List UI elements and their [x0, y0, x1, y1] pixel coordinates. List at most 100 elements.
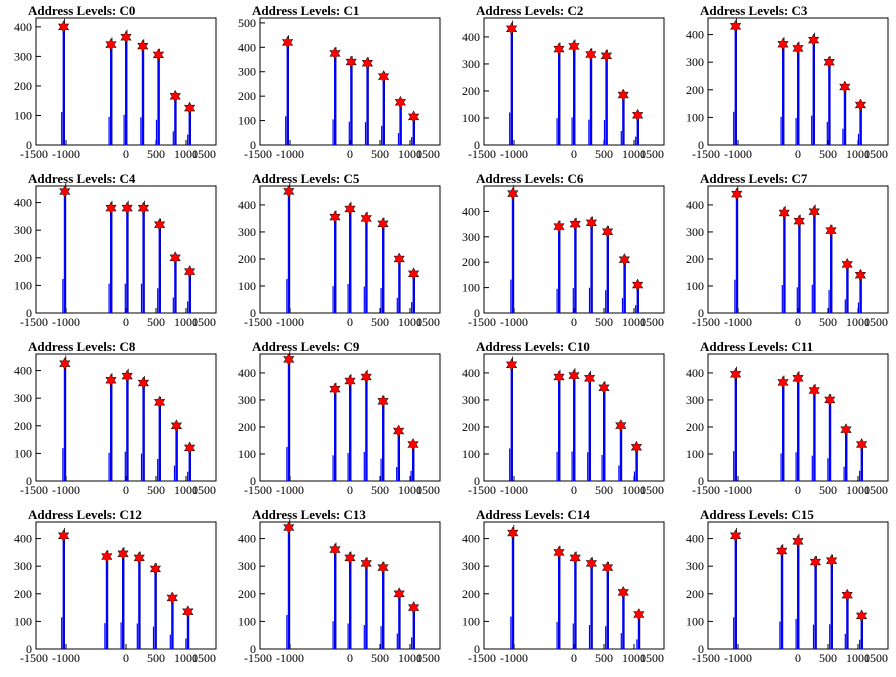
histogram-bar — [588, 381, 591, 481]
y-tick-label: 0 — [474, 642, 480, 656]
x-tick-label: 500 — [147, 483, 165, 497]
histogram-bar-minor — [605, 290, 607, 313]
histogram-bar-minor — [396, 297, 398, 313]
peak-marker — [825, 554, 838, 568]
x-tick-label: -1000 — [500, 315, 528, 329]
histogram-bar-minor — [348, 121, 350, 145]
histogram-bar-minor — [859, 470, 861, 481]
y-tick-label: 0 — [250, 306, 256, 320]
peak-marker — [792, 371, 804, 385]
x-tick-label: 0 — [347, 315, 353, 329]
x-tick-label: 1000 — [174, 483, 198, 497]
peak-marker — [840, 423, 852, 437]
peak-marker — [329, 543, 341, 557]
histogram-bar-minor — [61, 617, 63, 649]
y-tick-label: 400 — [686, 532, 704, 546]
peak-marker — [823, 55, 835, 69]
histogram-bar-minor — [859, 639, 861, 649]
y-tick-label: 100 — [238, 279, 256, 293]
peak-marker — [585, 556, 598, 570]
peak-marker — [183, 441, 196, 455]
peak-marker — [344, 551, 356, 565]
panel-c0: Address Levels: C0 0 100 200 300 400 -1500 -100… — [14, 3, 217, 161]
histogram-bar-minor — [140, 453, 143, 481]
x-tick-label: 500 — [147, 147, 165, 161]
y-tick-label: 400 — [462, 366, 480, 380]
peak-marker — [601, 561, 614, 575]
peak-marker — [631, 278, 644, 292]
y-tick-label: 300 — [14, 223, 32, 237]
panel-c14: Address Levels: C14 0 100 200 300 400 -1500 -10… — [462, 507, 665, 665]
x-tick-label: 0 — [347, 483, 353, 497]
peak-marker — [149, 562, 162, 576]
histogram-bar-minor — [172, 131, 174, 145]
peak-marker — [568, 39, 580, 53]
peak-marker — [170, 419, 183, 433]
histogram-bar — [558, 380, 561, 481]
y-tick-label: 200 — [462, 84, 480, 98]
histogram-bar-minor — [347, 623, 349, 649]
x-tick-label: 0 — [795, 651, 801, 665]
histogram-bar-minor — [187, 301, 189, 313]
histogram-bar — [366, 65, 369, 145]
histogram-bar — [126, 379, 129, 481]
histogram-bar — [365, 380, 368, 481]
histogram-bar-minor — [397, 133, 400, 145]
histogram-bar-minor — [556, 621, 558, 649]
x-tick-label: 1500 — [416, 315, 440, 329]
x-tick-label: 1500 — [416, 483, 440, 497]
y-tick-label: 200 — [462, 420, 480, 434]
x-tick-label: 1500 — [192, 147, 216, 161]
peak-marker — [360, 211, 372, 225]
histogram-bar — [812, 43, 815, 146]
histogram-bar — [573, 378, 576, 481]
histogram-bar — [797, 51, 800, 145]
x-tick-label: -1000 — [276, 147, 304, 161]
peak-marker — [101, 549, 113, 564]
y-tick-label: 200 — [686, 252, 704, 266]
y-tick-label: 300 — [14, 49, 32, 63]
x-tick-label: 0 — [123, 483, 129, 497]
x-tick-label: 0 — [571, 651, 577, 665]
histogram-bar — [859, 276, 862, 313]
x-tick-label: 1500 — [192, 651, 216, 665]
histogram-bar-minor — [795, 618, 797, 649]
histogram-bar-minor — [380, 626, 382, 649]
histogram-bar-minor — [572, 288, 574, 313]
y-tick-label: 300 — [14, 559, 32, 573]
histogram-bar-minor — [842, 128, 844, 145]
panel-c9: Address Levels: C9 0 100 200 300 400 -1500 -100… — [238, 339, 441, 497]
y-tick-label: 400 — [686, 28, 704, 42]
peak-marker — [407, 110, 420, 124]
histogram-bar-minor — [795, 117, 797, 145]
x-tick-label: 1000 — [398, 147, 422, 161]
y-tick-label: 400 — [462, 532, 480, 546]
y-tick-label: 300 — [238, 393, 256, 407]
y-tick-label: 0 — [250, 138, 256, 152]
histogram-bar-minor — [779, 621, 781, 649]
peak-marker — [617, 88, 629, 102]
peak-marker — [377, 561, 389, 575]
x-tick-label: -1000 — [500, 651, 528, 665]
panel-c15: Address Levels: C15 0 100 200 300 400 -1500 -10… — [686, 507, 889, 665]
peak-marker — [792, 41, 804, 55]
histogram-bar-minor — [152, 626, 155, 649]
y-tick-label: 300 — [686, 559, 704, 573]
peak-marker — [615, 419, 627, 433]
x-tick-label: -1000 — [52, 483, 80, 497]
histogram-bar-minor — [108, 116, 110, 145]
x-tick-label: -1500 — [692, 651, 720, 665]
histogram-bar-minor — [411, 637, 413, 649]
histogram-bar-minor — [829, 624, 831, 649]
peak-marker — [808, 383, 820, 398]
histogram-bar-minor — [734, 279, 736, 313]
histogram-bar-minor — [601, 454, 603, 481]
y-tick-label: 100 — [14, 614, 32, 628]
x-tick-label: 500 — [371, 651, 389, 665]
x-tick-label: 1000 — [846, 315, 870, 329]
y-tick-label: 400 — [686, 198, 704, 212]
histogram-bar — [126, 211, 129, 313]
histogram-bar — [590, 225, 593, 313]
x-tick-label: 0 — [571, 483, 577, 497]
